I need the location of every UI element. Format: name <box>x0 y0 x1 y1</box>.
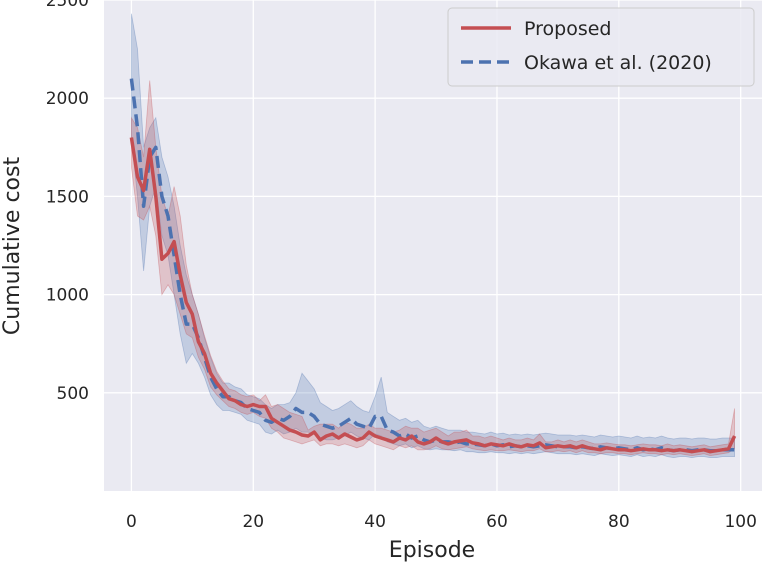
y-tick-label: 1500 <box>46 187 89 207</box>
y-tick-label: 1000 <box>46 286 89 306</box>
x-tick-label: 0 <box>126 512 137 532</box>
y-tick-label: 500 <box>57 384 89 404</box>
legend-label-okawa: Okawa et al. (2020) <box>524 52 712 74</box>
line-proposed <box>129 137 737 454</box>
legend-label-proposed: Proposed <box>524 18 611 40</box>
y-tick-label: 2000 <box>46 89 89 109</box>
x-tick-label: 100 <box>724 512 756 532</box>
band-proposed <box>130 80 735 457</box>
confidence-bands <box>130 13 735 459</box>
legend-box <box>447 7 755 87</box>
x-tick-label: 20 <box>242 512 264 532</box>
y-axis-title: Cumulative cost <box>0 157 25 336</box>
x-tick-label: 60 <box>486 512 508 532</box>
series-lines <box>129 78 737 454</box>
x-tick-label: 40 <box>364 512 386 532</box>
grid <box>104 0 762 491</box>
y-tick-labels: 500 1000 1500 2000 2500 <box>46 0 89 404</box>
legend: Proposed Okawa et al. (2020) <box>447 7 755 87</box>
band-okawa <box>130 13 735 459</box>
x-tick-labels: 0 20 40 60 80 100 <box>126 512 757 532</box>
x-tick-label: 80 <box>608 512 630 532</box>
x-axis-title: Episode <box>389 538 475 563</box>
y-tick-label: 2500 <box>46 0 89 11</box>
